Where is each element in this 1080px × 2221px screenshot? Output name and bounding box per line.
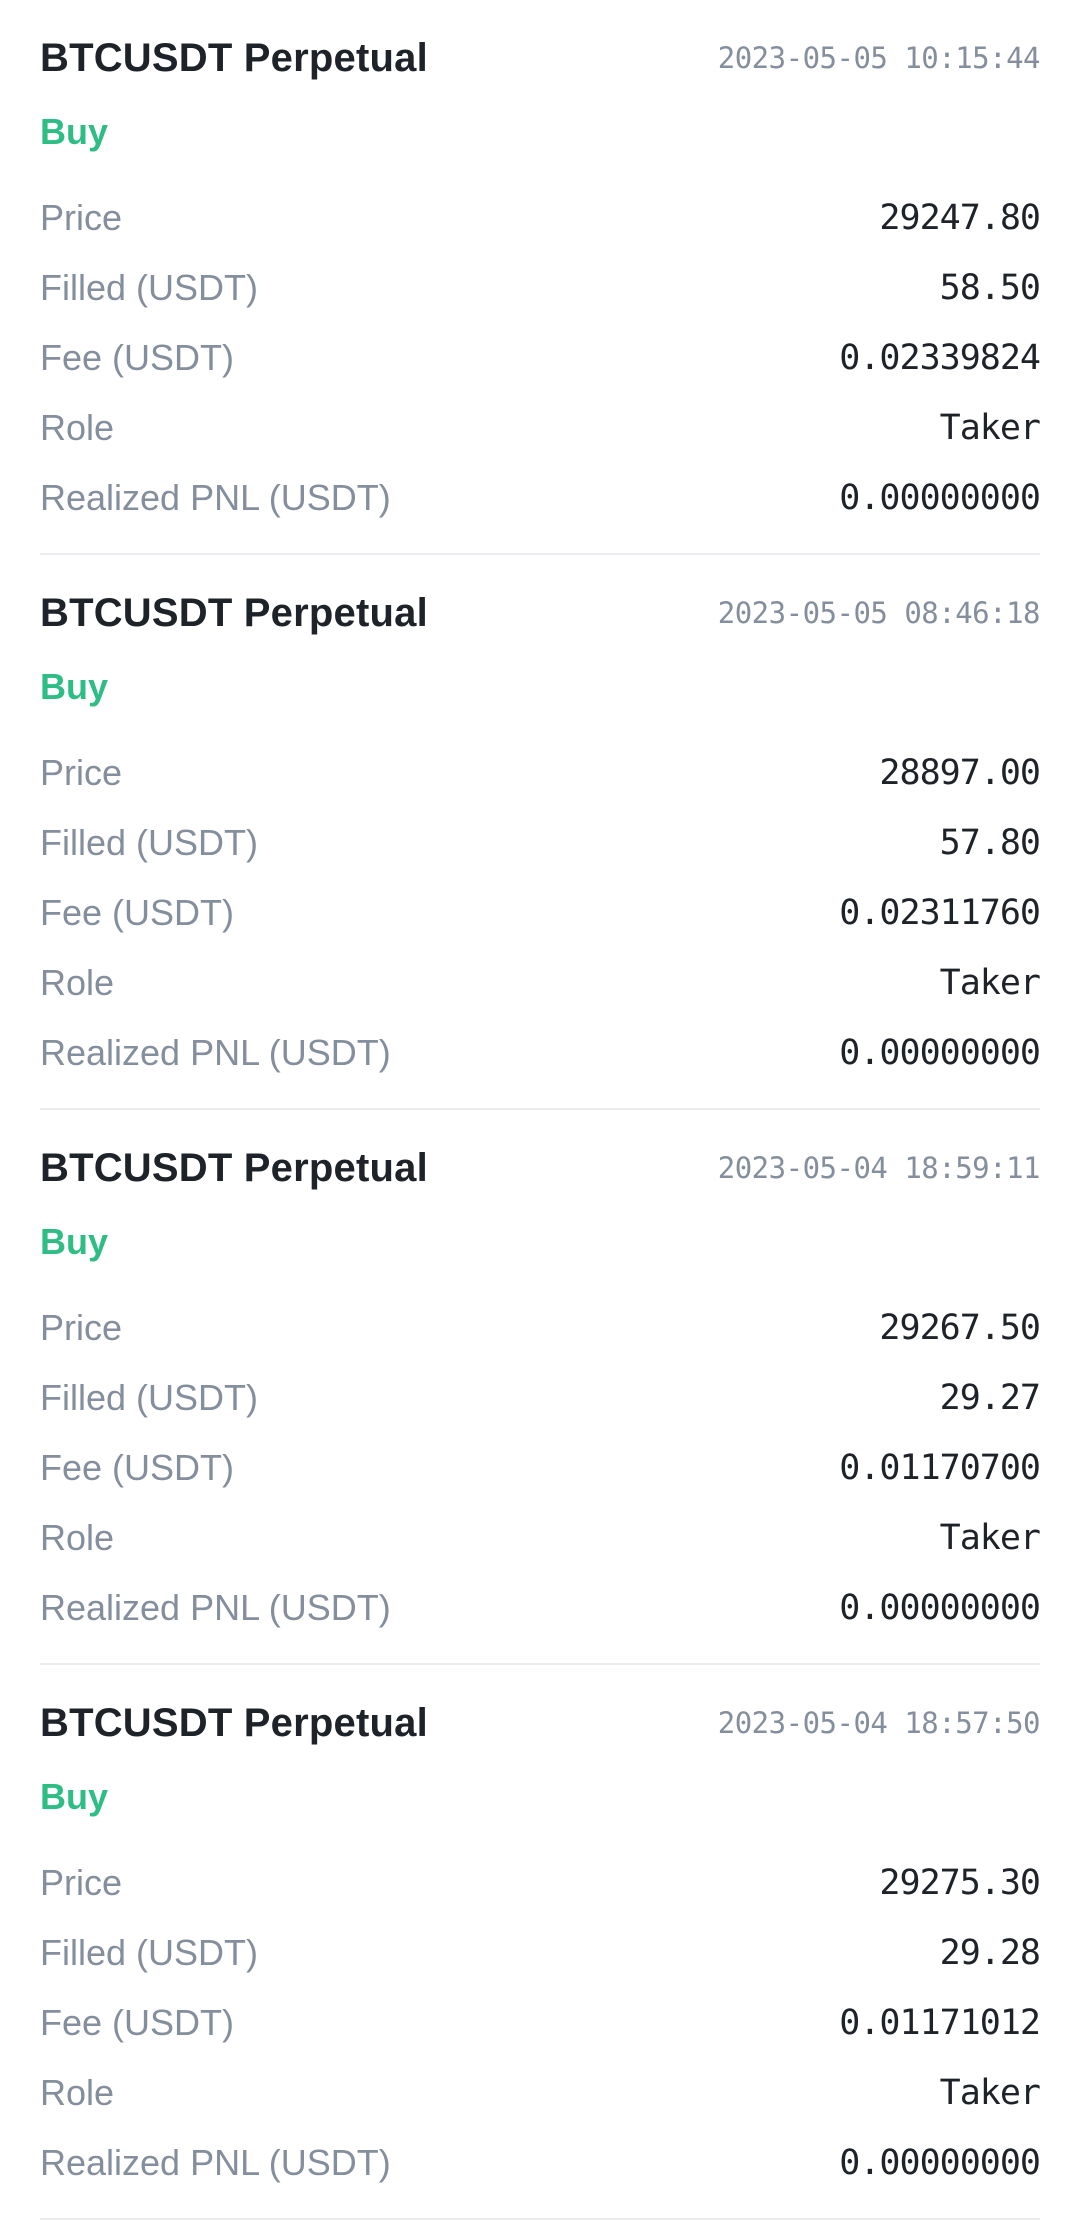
price-value: 28897.00: [879, 753, 1041, 793]
trade-card[interactable]: BTCUSDT Perpetual 2023-05-05 10:15:44 Bu…: [40, 0, 1041, 555]
realized-pnl-label: Realized PNL (USDT): [40, 2142, 391, 2183]
filled-value: 29.27: [939, 1378, 1041, 1418]
trade-timestamp: 2023-05-05 08:46:18: [717, 596, 1041, 630]
trade-side: Buy: [40, 111, 109, 152]
fee-row: Fee (USDT) 0.02339824: [40, 332, 1041, 402]
trade-details: Price 29247.80 Filled (USDT) 58.50 Fee (…: [40, 192, 1041, 542]
role-label: Role: [40, 407, 115, 448]
trade-timestamp: 2023-05-05 10:15:44: [717, 41, 1041, 75]
fee-value: 0.01171012: [839, 2003, 1041, 2043]
realized-pnl-row: Realized PNL (USDT) 0.00000000: [40, 1582, 1041, 1652]
role-row: Role Taker: [40, 957, 1041, 1027]
role-value: Taker: [939, 963, 1041, 1003]
realized-pnl-value: 0.00000000: [839, 1033, 1041, 1073]
price-row: Price 28897.00: [40, 747, 1041, 817]
price-row: Price 29275.30: [40, 1857, 1041, 1927]
realized-pnl-label: Realized PNL (USDT): [40, 1587, 391, 1628]
realized-pnl-value: 0.00000000: [839, 478, 1041, 518]
trade-card-header: BTCUSDT Perpetual 2023-05-05 08:46:18: [40, 583, 1041, 643]
filled-label: Filled (USDT): [40, 1932, 259, 1973]
realized-pnl-row: Realized PNL (USDT) 0.00000000: [40, 1027, 1041, 1097]
filled-label: Filled (USDT): [40, 822, 259, 863]
trade-card-header: BTCUSDT Perpetual 2023-05-04 18:59:11: [40, 1138, 1041, 1198]
price-value: 29247.80: [879, 198, 1041, 238]
trade-timestamp: 2023-05-04 18:57:50: [717, 1706, 1041, 1740]
trade-symbol: BTCUSDT Perpetual: [40, 591, 428, 635]
filled-row: Filled (USDT) 29.28: [40, 1927, 1041, 1997]
trade-side: Buy: [40, 1221, 109, 1262]
price-label: Price: [40, 1862, 123, 1903]
role-label: Role: [40, 2072, 115, 2113]
role-row: Role Taker: [40, 2067, 1041, 2137]
trade-symbol: BTCUSDT Perpetual: [40, 36, 428, 80]
price-value: 29275.30: [879, 1863, 1041, 1903]
fee-label: Fee (USDT): [40, 2002, 235, 2043]
role-value: Taker: [939, 2073, 1041, 2113]
fee-row: Fee (USDT) 0.01171012: [40, 1997, 1041, 2067]
trade-details: Price 29275.30 Filled (USDT) 29.28 Fee (…: [40, 1857, 1041, 2207]
fee-label: Fee (USDT): [40, 1447, 235, 1488]
realized-pnl-label: Realized PNL (USDT): [40, 477, 391, 518]
trade-card-header: BTCUSDT Perpetual 2023-05-05 10:15:44: [40, 28, 1041, 88]
trade-card-header: BTCUSDT Perpetual 2023-05-04 18:57:50: [40, 1693, 1041, 1753]
realized-pnl-row: Realized PNL (USDT) 0.00000000: [40, 472, 1041, 542]
trade-card[interactable]: BTCUSDT Perpetual 2023-05-04 18:57:50 Bu…: [40, 1665, 1041, 2220]
filled-value: 57.80: [939, 823, 1041, 863]
trade-card[interactable]: BTCUSDT Perpetual 2023-05-04 18:59:11 Bu…: [40, 1110, 1041, 1665]
price-row: Price 29247.80: [40, 192, 1041, 262]
trade-timestamp: 2023-05-04 18:59:11: [717, 1151, 1041, 1185]
price-row: Price 29267.50: [40, 1302, 1041, 1372]
fee-label: Fee (USDT): [40, 337, 235, 378]
fee-value: 0.01170700: [839, 1448, 1041, 1488]
role-label: Role: [40, 1517, 115, 1558]
price-label: Price: [40, 197, 123, 238]
role-row: Role Taker: [40, 1512, 1041, 1582]
realized-pnl-label: Realized PNL (USDT): [40, 1032, 391, 1073]
trade-side: Buy: [40, 666, 109, 707]
role-label: Role: [40, 962, 115, 1003]
fee-row: Fee (USDT) 0.02311760: [40, 887, 1041, 957]
trade-details: Price 28897.00 Filled (USDT) 57.80 Fee (…: [40, 747, 1041, 1097]
price-label: Price: [40, 752, 123, 793]
realized-pnl-value: 0.00000000: [839, 2143, 1041, 2183]
price-value: 29267.50: [879, 1308, 1041, 1348]
price-label: Price: [40, 1307, 123, 1348]
fee-value: 0.02339824: [839, 338, 1041, 378]
fee-label: Fee (USDT): [40, 892, 235, 933]
trade-details: Price 29267.50 Filled (USDT) 29.27 Fee (…: [40, 1302, 1041, 1652]
trade-symbol: BTCUSDT Perpetual: [40, 1701, 428, 1745]
filled-value: 29.28: [939, 1933, 1041, 1973]
role-row: Role Taker: [40, 402, 1041, 472]
filled-label: Filled (USDT): [40, 1377, 259, 1418]
fee-row: Fee (USDT) 0.01170700: [40, 1442, 1041, 1512]
filled-value: 58.50: [939, 268, 1041, 308]
filled-label: Filled (USDT): [40, 267, 259, 308]
trade-side: Buy: [40, 1776, 109, 1817]
realized-pnl-row: Realized PNL (USDT) 0.00000000: [40, 2137, 1041, 2207]
trade-symbol: BTCUSDT Perpetual: [40, 1146, 428, 1190]
trade-card[interactable]: BTCUSDT Perpetual 2023-05-05 08:46:18 Bu…: [40, 555, 1041, 1110]
role-value: Taker: [939, 1518, 1041, 1558]
fee-value: 0.02311760: [839, 893, 1041, 933]
filled-row: Filled (USDT) 58.50: [40, 262, 1041, 332]
role-value: Taker: [939, 408, 1041, 448]
filled-row: Filled (USDT) 57.80: [40, 817, 1041, 887]
filled-row: Filled (USDT) 29.27: [40, 1372, 1041, 1442]
realized-pnl-value: 0.00000000: [839, 1588, 1041, 1628]
